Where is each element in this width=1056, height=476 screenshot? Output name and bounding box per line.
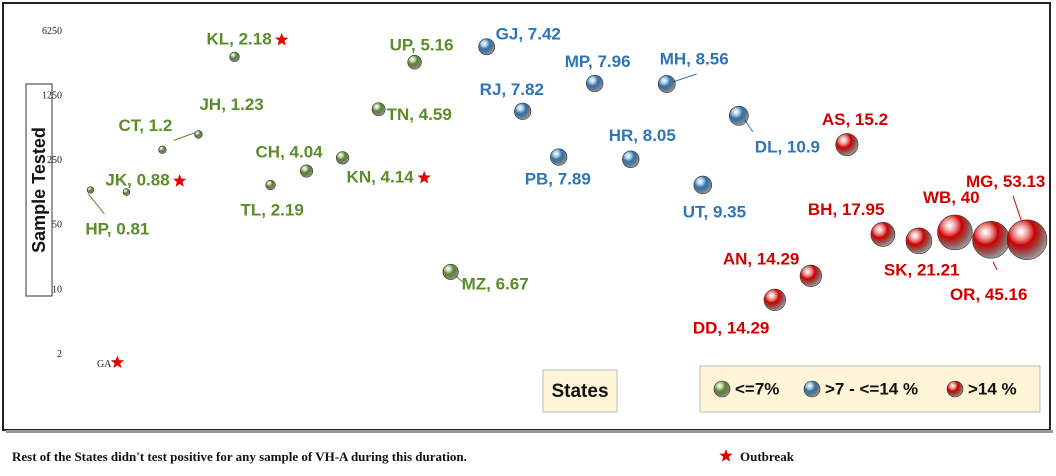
- point-label: DD, 14.29: [693, 318, 770, 337]
- bubble: [229, 51, 240, 63]
- bubble: [937, 214, 973, 251]
- y-tick-label: 50: [52, 220, 62, 231]
- bubble: [972, 220, 1010, 259]
- point-label: MP, 7.96: [565, 52, 631, 71]
- leader-line: [173, 132, 196, 141]
- bubble: [194, 130, 203, 139]
- point-label: MH, 8.56: [660, 49, 729, 68]
- legend-label: >7 - <=14 %: [825, 379, 918, 398]
- point-label: CT, 1.2: [118, 116, 172, 135]
- legend-swatch: [713, 380, 731, 398]
- point-label: JK, 0.88: [105, 171, 169, 190]
- footnote: Rest of the States didn't test positive …: [12, 449, 467, 464]
- outbreak-legend-star: [719, 449, 733, 462]
- bubble: [622, 150, 640, 168]
- outbreak-star: [275, 32, 289, 46]
- bubble: [657, 75, 676, 93]
- point-label: UP, 5.16: [390, 36, 454, 55]
- point-label: RJ, 7.82: [480, 80, 544, 99]
- point-label: AS, 15.2: [822, 110, 888, 129]
- point-label: KN, 4.14: [347, 167, 415, 186]
- bubble: [835, 133, 859, 157]
- bubble: [478, 38, 496, 56]
- point-label: SK, 21.21: [884, 260, 960, 279]
- bubble: [550, 148, 568, 166]
- bubble: [728, 105, 749, 126]
- point-label: HP, 0.81: [85, 219, 149, 238]
- legend-label: <=7%: [735, 379, 779, 398]
- point-label: MZ, 6.67: [462, 274, 529, 293]
- leader-line: [1012, 195, 1022, 220]
- bubble: [86, 186, 95, 194]
- point-label: JH, 1.23: [199, 95, 263, 114]
- y-tick-label: 6250: [42, 26, 62, 37]
- leader-line: [992, 261, 998, 270]
- outbreak-legend-label: Outbreak: [740, 449, 795, 464]
- bubble: [300, 164, 314, 178]
- point-label: TL, 2.19: [241, 200, 304, 219]
- legend-box: [699, 365, 1041, 413]
- bubble: [335, 151, 350, 165]
- point-label: PB, 7.89: [525, 170, 591, 189]
- point-label: WB, 40: [923, 188, 980, 207]
- leader-line: [672, 73, 697, 83]
- x-label-box: [542, 369, 618, 413]
- point-label: CH, 4.04: [256, 143, 324, 162]
- outbreak-star: [417, 170, 431, 184]
- point-label: GJ, 7.42: [496, 24, 561, 43]
- y-tick-label: 2: [57, 349, 62, 360]
- frame-shadow: [6, 430, 1053, 433]
- point-label: UT, 9.35: [683, 202, 746, 221]
- bubble: [265, 179, 276, 191]
- bubble: [905, 227, 933, 255]
- legend-swatch: [803, 380, 821, 398]
- bubble: [586, 74, 604, 93]
- point-label: HR, 8.05: [609, 126, 676, 145]
- point-label: AN, 14.29: [723, 249, 800, 268]
- bubble: [407, 54, 422, 70]
- point-label: OR, 45.16: [950, 285, 1028, 304]
- point-label: KL, 2.18: [206, 29, 271, 48]
- point-label: DL, 10.9: [755, 137, 820, 156]
- outbreak-star: [173, 174, 187, 187]
- leader-line: [88, 193, 105, 215]
- y-tick-label: 10: [52, 284, 62, 295]
- point-label: MG, 53.13: [966, 172, 1045, 191]
- legend-swatch: [946, 380, 964, 398]
- y-tick-label: 250: [47, 155, 62, 166]
- x-axis-label: States: [551, 381, 608, 402]
- y-label-box: [25, 83, 53, 297]
- bubble: [122, 188, 131, 196]
- chart-frame: [2, 2, 1051, 431]
- bubble: [158, 145, 167, 154]
- bubble: [693, 175, 713, 195]
- bubble: [442, 263, 459, 280]
- y-axis-label: Sample Tested: [29, 127, 49, 253]
- legend-label: >14 %: [968, 379, 1017, 398]
- bubble: [514, 102, 532, 120]
- bubble: [763, 288, 786, 312]
- bubble: [371, 102, 386, 117]
- bubble: [1006, 219, 1048, 260]
- point-label: GA: [97, 359, 112, 370]
- bubble: [799, 264, 822, 288]
- point-label: TN, 4.59: [387, 105, 452, 124]
- outbreak-point: [110, 355, 125, 369]
- point-label: BH, 17.95: [808, 200, 885, 219]
- bubble: [870, 222, 896, 247]
- y-tick-label: 1250: [42, 91, 62, 102]
